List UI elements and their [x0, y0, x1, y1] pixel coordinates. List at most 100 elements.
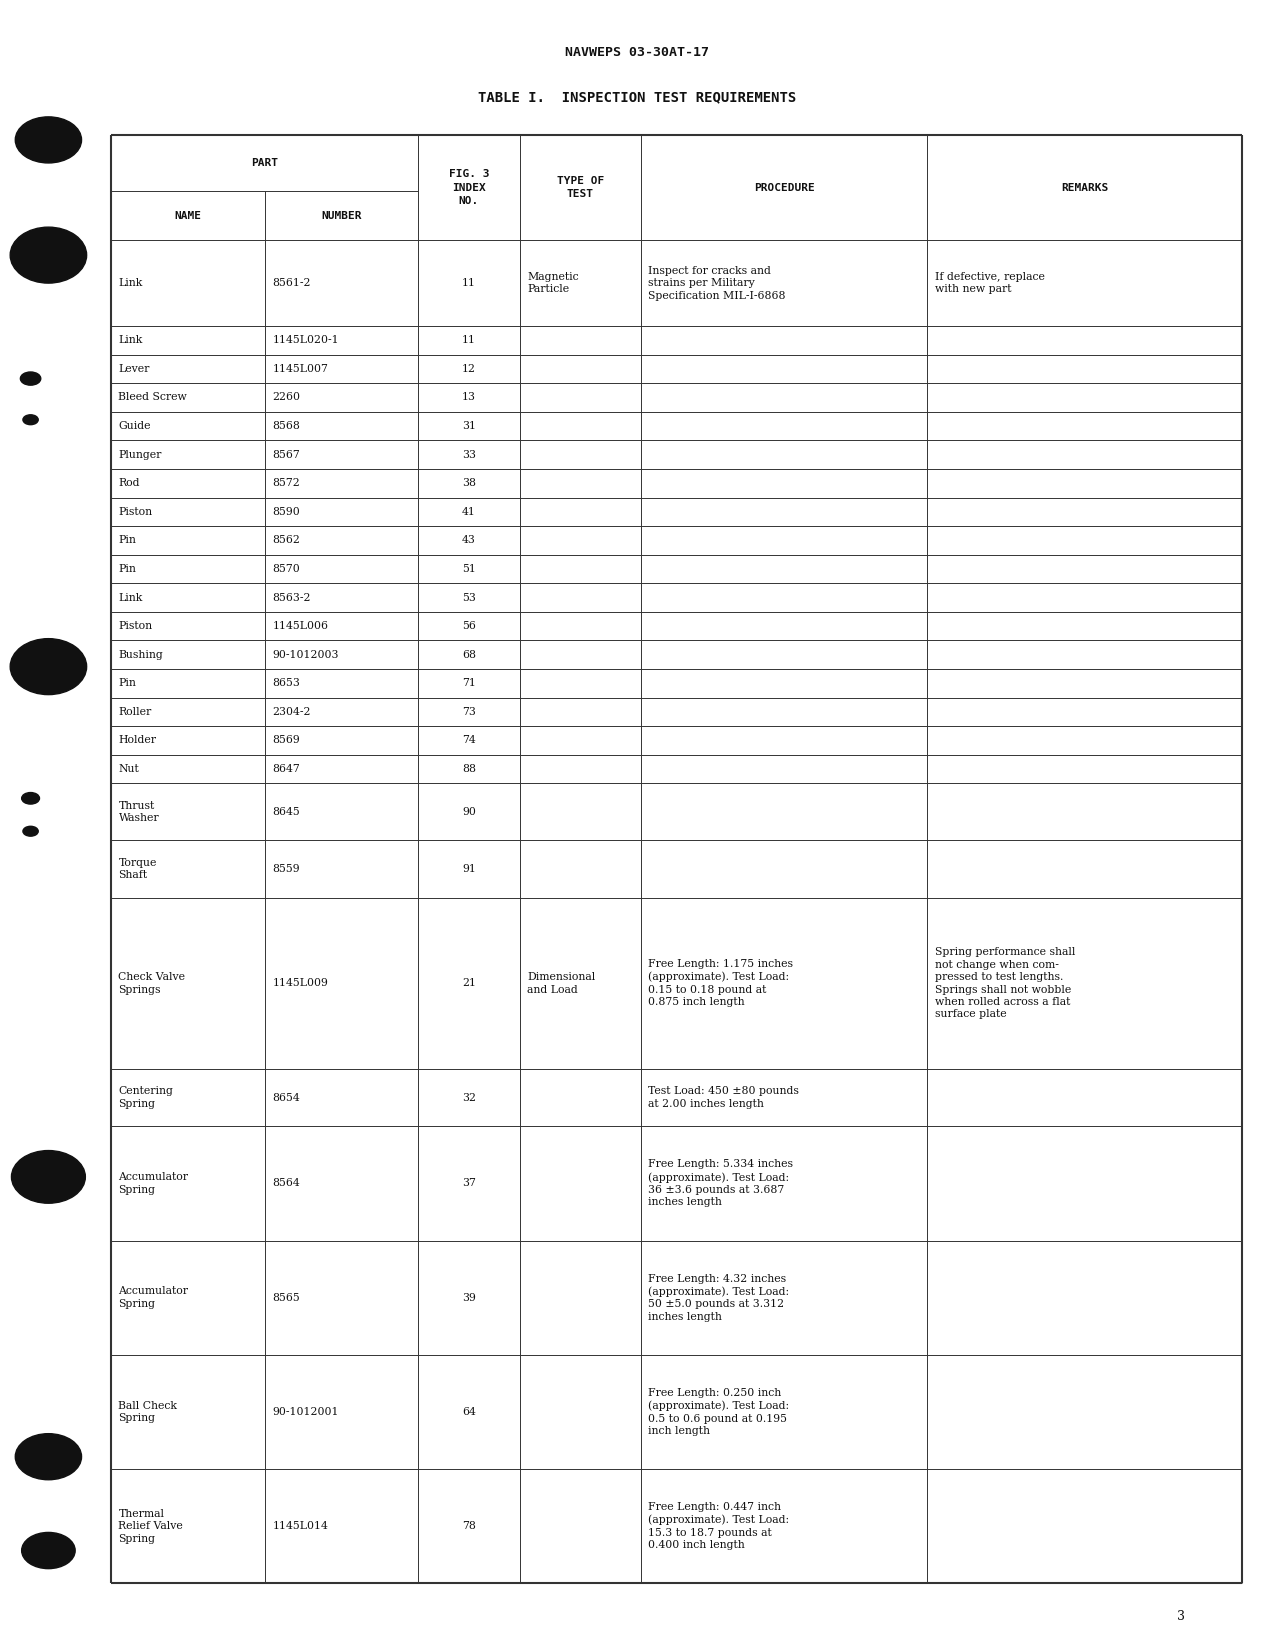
Text: 8564: 8564	[273, 1179, 301, 1188]
Text: Pin: Pin	[118, 565, 136, 574]
Text: 8561-2: 8561-2	[273, 278, 311, 288]
Text: Lever: Lever	[118, 364, 150, 374]
Text: 8567: 8567	[273, 449, 301, 459]
Text: Nut: Nut	[118, 764, 139, 774]
Text: 91: 91	[462, 864, 475, 874]
Ellipse shape	[22, 1532, 75, 1569]
Ellipse shape	[23, 415, 38, 425]
Text: Piston: Piston	[118, 507, 153, 517]
Text: 43: 43	[462, 535, 475, 545]
Text: 56: 56	[462, 621, 475, 630]
Ellipse shape	[23, 826, 38, 836]
Text: 90-1012001: 90-1012001	[273, 1407, 339, 1417]
Text: Pin: Pin	[118, 678, 136, 688]
Text: 73: 73	[462, 706, 475, 718]
Text: Piston: Piston	[118, 621, 153, 630]
Text: 1145L007: 1145L007	[273, 364, 329, 374]
Text: If defective, replace
with new part: If defective, replace with new part	[935, 272, 1045, 295]
Text: REMARKS: REMARKS	[1061, 183, 1108, 193]
Text: Test Load: 450 ±80 pounds
at 2.00 inches length: Test Load: 450 ±80 pounds at 2.00 inches…	[648, 1086, 799, 1109]
Text: 68: 68	[462, 650, 475, 660]
Text: 88: 88	[462, 764, 475, 774]
Text: 37: 37	[462, 1179, 475, 1188]
Text: 78: 78	[462, 1521, 475, 1531]
Text: Plunger: Plunger	[118, 449, 162, 459]
Text: Ball Check
Spring: Ball Check Spring	[118, 1401, 177, 1424]
Text: 8645: 8645	[273, 807, 301, 816]
Text: NUMBER: NUMBER	[321, 211, 362, 221]
Text: Free Length: 1.175 inches
(approximate). Test Load:
0.15 to 0.18 pound at
0.875 : Free Length: 1.175 inches (approximate).…	[648, 960, 794, 1007]
Text: Free Length: 0.250 inch
(approximate). Test Load:
0.5 to 0.6 pound at 0.195
inch: Free Length: 0.250 inch (approximate). T…	[648, 1388, 790, 1435]
Text: 41: 41	[462, 507, 475, 517]
Text: 1145L009: 1145L009	[273, 978, 329, 988]
Text: Thrust
Washer: Thrust Washer	[118, 800, 159, 823]
Ellipse shape	[22, 793, 39, 805]
Text: Dimensional
and Load: Dimensional and Load	[527, 973, 596, 994]
Ellipse shape	[11, 1151, 85, 1203]
Text: Centering
Spring: Centering Spring	[118, 1086, 173, 1109]
Text: Link: Link	[118, 593, 143, 602]
Text: 8563-2: 8563-2	[273, 593, 311, 602]
Text: 53: 53	[462, 593, 475, 602]
Text: 8647: 8647	[273, 764, 301, 774]
Ellipse shape	[10, 227, 87, 283]
Text: 1145L020-1: 1145L020-1	[273, 336, 339, 346]
Text: Bushing: Bushing	[118, 650, 163, 660]
Ellipse shape	[20, 372, 41, 385]
Text: 33: 33	[462, 449, 475, 459]
Text: Check Valve
Springs: Check Valve Springs	[118, 973, 186, 994]
Text: PART: PART	[251, 158, 278, 168]
Text: 90: 90	[462, 807, 475, 816]
Text: 31: 31	[462, 421, 475, 431]
Text: 71: 71	[462, 678, 475, 688]
Text: 8565: 8565	[273, 1292, 301, 1302]
Text: NAVWEPS 03-30AT-17: NAVWEPS 03-30AT-17	[564, 46, 710, 59]
Text: TYPE OF
TEST: TYPE OF TEST	[557, 176, 604, 199]
Text: 39: 39	[462, 1292, 475, 1302]
Text: 38: 38	[462, 479, 475, 489]
Text: 1145L006: 1145L006	[273, 621, 329, 630]
Text: Roller: Roller	[118, 706, 152, 718]
Text: Link: Link	[118, 336, 143, 346]
Text: 8590: 8590	[273, 507, 301, 517]
Text: 3: 3	[1177, 1610, 1185, 1623]
Text: 90-1012003: 90-1012003	[273, 650, 339, 660]
Text: 12: 12	[462, 364, 475, 374]
Text: 8653: 8653	[273, 678, 301, 688]
Text: Link: Link	[118, 278, 143, 288]
Text: 8569: 8569	[273, 736, 301, 746]
Text: Accumulator
Spring: Accumulator Spring	[118, 1172, 189, 1195]
Text: TABLE I.  INSPECTION TEST REQUIREMENTS: TABLE I. INSPECTION TEST REQUIREMENTS	[478, 91, 796, 105]
Text: 2260: 2260	[273, 392, 301, 403]
Text: 74: 74	[462, 736, 475, 746]
Text: 13: 13	[462, 392, 475, 403]
Text: Pin: Pin	[118, 535, 136, 545]
Text: 2304-2: 2304-2	[273, 706, 311, 718]
Text: Holder: Holder	[118, 736, 157, 746]
Text: NAME: NAME	[175, 211, 201, 221]
Text: Inspect for cracks and
strains per Military
Specification MIL-I-6868: Inspect for cracks and strains per Milit…	[648, 265, 786, 301]
Text: Accumulator
Spring: Accumulator Spring	[118, 1287, 189, 1309]
Text: FIG. 3
INDEX
NO.: FIG. 3 INDEX NO.	[448, 170, 489, 206]
Text: Free Length: 0.447 inch
(approximate). Test Load:
15.3 to 18.7 pounds at
0.400 i: Free Length: 0.447 inch (approximate). T…	[648, 1503, 790, 1551]
Text: Thermal
Relief Valve
Spring: Thermal Relief Valve Spring	[118, 1509, 183, 1544]
Text: Magnetic
Particle: Magnetic Particle	[527, 272, 580, 295]
Text: 64: 64	[462, 1407, 475, 1417]
Text: Spring performance shall
not change when com-
pressed to test lengths.
Springs s: Spring performance shall not change when…	[935, 948, 1075, 1019]
Ellipse shape	[10, 639, 87, 695]
Text: 11: 11	[462, 336, 475, 346]
Text: 21: 21	[462, 978, 475, 988]
Text: 8559: 8559	[273, 864, 301, 874]
Text: Rod: Rod	[118, 479, 140, 489]
Text: 8562: 8562	[273, 535, 301, 545]
Text: 8572: 8572	[273, 479, 301, 489]
Text: Torque
Shaft: Torque Shaft	[118, 858, 157, 881]
Ellipse shape	[15, 1434, 82, 1480]
Text: 8568: 8568	[273, 421, 301, 431]
Text: Guide: Guide	[118, 421, 152, 431]
Text: Bleed Screw: Bleed Screw	[118, 392, 187, 403]
Text: 1145L014: 1145L014	[273, 1521, 329, 1531]
Text: Free Length: 4.32 inches
(approximate). Test Load:
50 ±5.0 pounds at 3.312
inche: Free Length: 4.32 inches (approximate). …	[648, 1274, 790, 1322]
Text: 8654: 8654	[273, 1093, 301, 1103]
Text: PROCEDURE: PROCEDURE	[754, 183, 814, 193]
